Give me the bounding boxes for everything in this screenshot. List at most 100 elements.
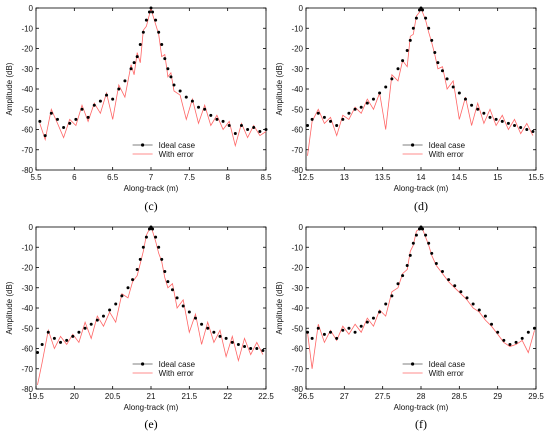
data-point-ideal	[490, 322, 494, 326]
y-tick-label: -40	[21, 304, 33, 313]
y-tick-label: -50	[291, 105, 303, 114]
y-tick-label: -70	[21, 365, 33, 374]
data-point-ideal	[218, 334, 222, 338]
data-point-ideal	[371, 316, 375, 320]
data-point-ideal	[329, 330, 333, 334]
data-point-ideal	[59, 340, 63, 344]
x-tick-label: 14	[417, 173, 426, 182]
data-point-ideal	[131, 278, 135, 282]
data-point-ideal	[306, 330, 310, 334]
data-point-ideal	[89, 322, 93, 326]
data-point-ideal	[147, 10, 151, 14]
data-point-ideal	[95, 318, 99, 322]
data-point-ideal	[451, 85, 455, 89]
data-point-ideal	[157, 245, 161, 249]
y-tick-label: -20	[21, 45, 33, 54]
data-point-ideal	[163, 270, 167, 274]
data-point-ideal	[488, 115, 492, 119]
data-point-ideal	[65, 338, 69, 342]
data-point-ideal	[359, 105, 363, 109]
axes-frame	[305, 7, 537, 171]
data-point-ideal	[111, 97, 115, 101]
series-line-with-error	[39, 7, 267, 148]
data-point-ideal	[190, 99, 194, 103]
x-tick-label: 22.5	[258, 392, 274, 401]
legend-label-error: With error	[429, 150, 464, 159]
data-point-ideal	[434, 261, 438, 265]
data-point-ideal	[513, 123, 517, 127]
data-point-ideal	[347, 326, 351, 330]
data-point-ideal	[371, 97, 375, 101]
data-point-ideal	[411, 26, 415, 30]
data-point-ideal	[365, 320, 369, 324]
x-tick-label: 7	[149, 173, 154, 182]
series-line-with-error	[37, 226, 264, 385]
x-tick-label: 28.5	[452, 392, 468, 401]
data-point-ideal	[520, 336, 524, 340]
y-tick-label: -50	[21, 324, 33, 333]
data-point-ideal	[227, 123, 231, 127]
data-point-ideal	[246, 128, 250, 131]
data-point-ideal	[151, 10, 155, 14]
y-tick-label: 0	[299, 223, 304, 232]
data-point-ideal	[405, 49, 409, 53]
data-point-ideal	[193, 316, 197, 320]
data-point-ideal	[502, 338, 506, 342]
y-axis-label: Amplitude (dB)	[5, 62, 14, 115]
y-tick-label: -80	[291, 166, 303, 175]
y-tick-label: -60	[21, 345, 33, 354]
legend-label-ideal: Ideal case	[429, 360, 466, 369]
data-point-ideal	[86, 115, 90, 119]
data-point-ideal	[477, 308, 481, 312]
y-tick-label: -10	[291, 243, 303, 252]
x-axis-label: Along-track (m)	[124, 403, 179, 412]
data-point-ideal	[514, 340, 518, 344]
y-tick-label: -10	[291, 24, 303, 33]
x-tick-label: 20.5	[105, 392, 121, 401]
data-point-ideal	[154, 18, 158, 22]
x-tick-label: 19.5	[28, 392, 44, 401]
y-tick-label: -40	[21, 85, 33, 94]
data-point-ideal	[433, 51, 437, 55]
x-tick-label: 6	[72, 173, 77, 182]
data-point-ideal	[215, 117, 219, 121]
y-tick-label: -10	[21, 243, 33, 252]
data-point-ideal	[322, 332, 326, 336]
y-tick-label: -70	[21, 146, 33, 155]
data-point-ideal	[310, 117, 314, 121]
data-point-ideal	[74, 117, 78, 121]
data-point-ideal	[508, 342, 512, 346]
data-point-ideal	[117, 87, 121, 91]
data-point-ideal	[457, 91, 461, 95]
data-point-ideal	[62, 125, 66, 129]
legend-label-error: With error	[159, 369, 194, 378]
data-point-ideal	[71, 334, 75, 338]
legend-label-error: With error	[429, 369, 464, 378]
data-point-ideal	[310, 336, 314, 340]
data-point-ideal	[149, 6, 153, 10]
axes-frame	[35, 226, 267, 390]
data-point-ideal	[483, 314, 487, 318]
data-point-ideal	[255, 347, 259, 350]
data-point-ideal	[126, 286, 130, 290]
legend-marker-ideal	[141, 143, 145, 147]
data-point-ideal	[390, 77, 394, 81]
x-tick-label: 27.5	[375, 392, 391, 401]
data-point-ideal	[160, 257, 164, 261]
data-point-ideal	[430, 38, 434, 42]
y-axis-label: Amplitude (dB)	[275, 281, 284, 334]
data-point-ideal	[170, 288, 174, 292]
data-point-ideal	[129, 67, 133, 71]
data-point-ideal	[120, 294, 124, 298]
data-point-ideal	[178, 89, 182, 93]
data-point-ideal	[500, 119, 504, 123]
data-point-ideal	[203, 107, 207, 111]
data-point-ideal	[465, 296, 469, 300]
x-tick-label: 28	[417, 392, 426, 401]
data-point-ideal	[440, 270, 444, 274]
data-point-ideal	[424, 16, 428, 20]
data-point-ideal	[482, 111, 486, 115]
data-point-ideal	[141, 245, 145, 249]
legend-label-ideal: Ideal case	[159, 360, 196, 369]
